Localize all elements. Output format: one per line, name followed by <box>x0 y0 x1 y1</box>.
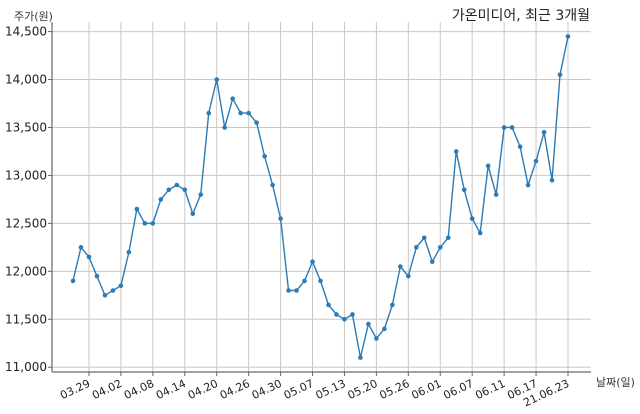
y-tick-label: 12,500 <box>5 216 47 230</box>
data-point <box>78 245 84 250</box>
x-tick-label: 04.20 <box>186 377 220 402</box>
data-point <box>557 72 563 78</box>
data-point <box>485 163 491 169</box>
x-tick-label: 04.08 <box>122 377 156 402</box>
data-point <box>374 336 379 341</box>
data-point <box>126 249 132 255</box>
data-point <box>294 288 299 293</box>
data-point <box>214 77 220 82</box>
plot-axes <box>51 22 591 373</box>
data-point <box>318 278 323 284</box>
data-point <box>118 283 124 289</box>
data-point <box>517 144 523 149</box>
x-tick-label: 04.14 <box>154 377 188 402</box>
data-point <box>342 316 347 322</box>
data-point <box>142 221 148 226</box>
data-point <box>150 221 156 226</box>
y-axis-label: 주가(원) <box>14 10 53 23</box>
data-point <box>533 158 539 164</box>
data-point <box>469 216 475 221</box>
data-point <box>302 278 307 284</box>
data-point <box>382 326 387 332</box>
data-point <box>238 110 243 116</box>
y-tick-label: 11,500 <box>5 312 47 326</box>
data-point <box>206 110 212 116</box>
data-point <box>246 110 251 116</box>
x-tick-label: 04.26 <box>218 377 252 402</box>
data-point <box>190 211 196 217</box>
data-point <box>541 129 547 135</box>
x-tick-label: 03.29 <box>58 377 92 402</box>
data-point <box>182 187 188 193</box>
data-point <box>477 230 483 236</box>
y-tick-label: 11,000 <box>5 360 47 374</box>
data-point <box>198 192 204 197</box>
data-point <box>398 264 403 269</box>
data-point <box>334 312 339 317</box>
y-tick-label: 12,000 <box>5 264 47 278</box>
data-point <box>286 288 291 293</box>
x-tick-label: 04.02 <box>90 377 124 402</box>
data-point <box>437 245 443 250</box>
x-tick-label: 05.13 <box>314 377 348 402</box>
x-tick-label: 04.30 <box>250 377 284 402</box>
data-point <box>222 125 227 130</box>
x-tick-label: 06.11 <box>473 377 507 402</box>
data-point <box>262 153 267 159</box>
data-point <box>254 120 259 125</box>
data-point <box>270 182 275 188</box>
y-tick-label: 13,500 <box>5 120 47 134</box>
x-tick-label: 05.26 <box>378 377 412 402</box>
data-point <box>230 96 235 102</box>
x-tick-label: 05.07 <box>282 377 316 402</box>
data-point <box>429 259 435 265</box>
data-point <box>310 259 315 265</box>
x-axis-ticks: 03.2904.0204.0804.1404.2004.2604.3005.07… <box>58 372 571 409</box>
data-point <box>70 278 76 284</box>
data-point <box>158 197 164 202</box>
data-point <box>174 182 180 188</box>
data-point <box>525 182 531 188</box>
data-point <box>166 187 172 193</box>
data-point <box>110 288 116 293</box>
data-point <box>461 187 467 193</box>
data-point <box>86 254 92 260</box>
data-point <box>326 302 331 308</box>
data-point <box>445 235 451 241</box>
chart-title: 가온미디어, 최근 3개월 <box>452 8 590 24</box>
data-point <box>414 245 419 250</box>
data-point <box>406 273 411 279</box>
y-axis-ticks: 11,000 11,500 12,000 12,500 13,000 13,500 14,0… <box>5 25 52 374</box>
data-point <box>509 125 515 130</box>
data-point <box>390 302 395 308</box>
data-point <box>453 149 459 154</box>
data-point <box>493 192 499 197</box>
data-point <box>94 273 100 279</box>
data-point <box>134 206 140 212</box>
y-tick-label: 14,000 <box>5 73 47 87</box>
data-point <box>278 216 283 221</box>
series-group <box>70 34 571 360</box>
x-tick-label: 05.20 <box>346 377 380 402</box>
data-point <box>350 312 355 317</box>
x-tick-label: 06.07 <box>441 377 475 402</box>
data-point <box>501 125 507 130</box>
data-point <box>421 235 427 241</box>
grid-lines <box>52 22 591 372</box>
data-point <box>565 34 571 39</box>
y-tick-label: 13,000 <box>5 168 47 182</box>
x-axis-label: 날짜(일) <box>596 375 635 389</box>
data-point <box>549 177 555 183</box>
data-point <box>366 321 371 327</box>
data-point <box>102 292 108 298</box>
y-tick-label: 14,500 <box>5 25 47 39</box>
x-tick-label: 06.01 <box>409 377 443 402</box>
series-line <box>72 36 569 358</box>
data-point <box>358 355 363 360</box>
